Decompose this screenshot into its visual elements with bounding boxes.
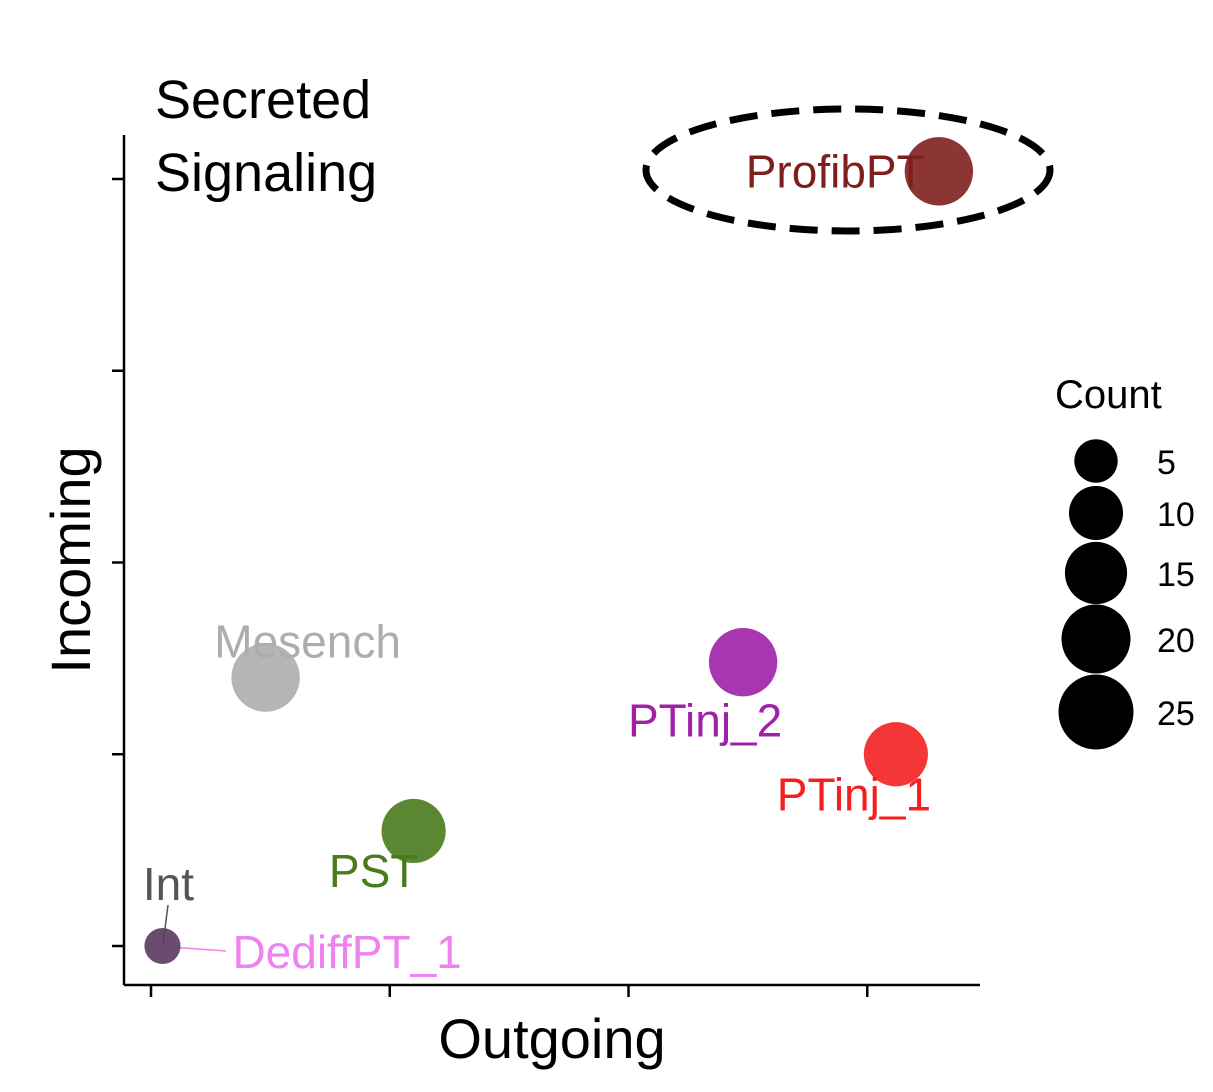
point-profibpt: [904, 137, 974, 206]
point-pst: [381, 798, 446, 864]
label-profibpt: ProfibPT: [746, 145, 925, 197]
legend-dot-15: [1064, 541, 1128, 605]
legend-title: Count: [1055, 373, 1162, 417]
label-ptinj-2: PTinj_2: [628, 694, 782, 746]
label-dediffpt-1: DediffPT_1: [232, 926, 461, 978]
legend-dot-20: [1061, 604, 1131, 674]
point-ptinj-1: [863, 722, 928, 787]
label-mesench: Mesench: [214, 616, 401, 668]
axes: [112, 135, 980, 997]
point-int: [144, 927, 181, 965]
label-pst: PST: [329, 845, 418, 897]
y-axis-label: Incoming: [39, 446, 102, 673]
size-legend: Count 5 10 15 20 25: [1055, 373, 1195, 750]
point-ptinj-2: [708, 628, 778, 697]
point-labels: ProfibPT Mesench PTinj_2 PTinj_1 PST Int Dedif…: [143, 145, 931, 978]
chart-title-line-1: Secreted: [155, 70, 371, 130]
highlight-ellipse: [642, 105, 1054, 235]
legend-label-20: 20: [1157, 622, 1195, 660]
legend-label-10: 10: [1157, 496, 1195, 534]
legend-items: 5 10 15 20 25: [1058, 439, 1195, 750]
legend-label-5: 5: [1157, 444, 1176, 482]
label-int: Int: [143, 858, 194, 910]
y-ticks: [112, 177, 124, 948]
data-points: [144, 137, 974, 965]
point-mesench: [231, 643, 300, 712]
legend-label-25: 25: [1157, 695, 1195, 733]
legend-dot-5: [1074, 439, 1118, 483]
x-axis-label: Outgoing: [438, 1007, 665, 1070]
chart-title-line-2: Signaling: [155, 143, 377, 203]
legend-dot-25: [1058, 674, 1134, 750]
legend-label-15: 15: [1157, 556, 1195, 594]
x-ticks: [149, 985, 869, 997]
label-ptinj-1: PTinj_1: [777, 768, 931, 820]
legend-dot-10: [1068, 485, 1124, 541]
